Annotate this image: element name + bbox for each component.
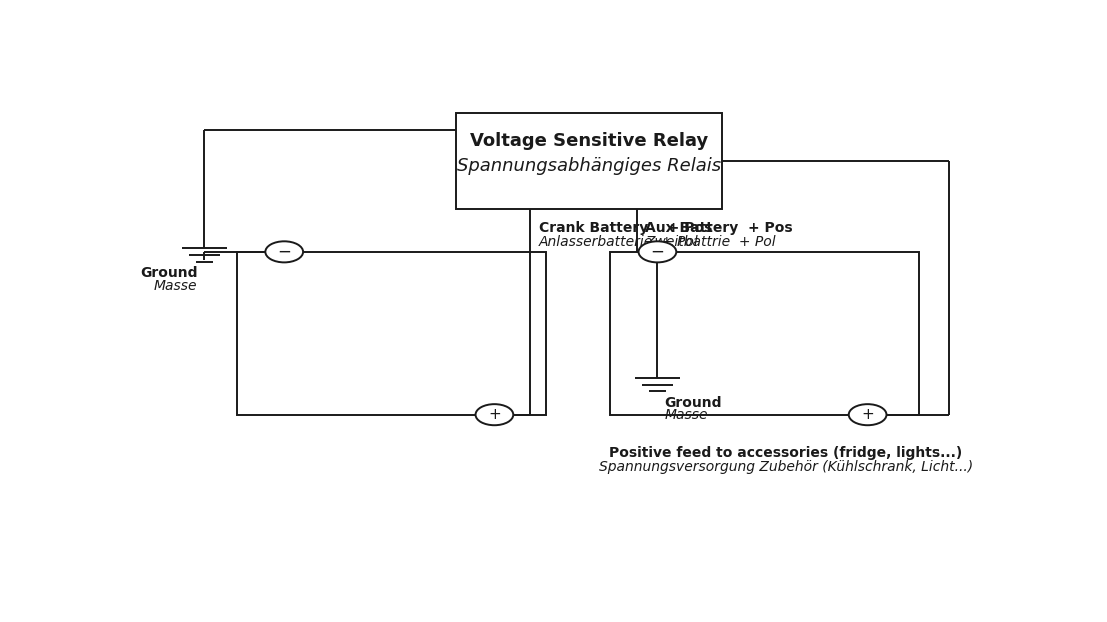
Text: Aux Battery  + Pos: Aux Battery + Pos [645,221,793,234]
Text: Spannungsversorgung Zubehör (Kühlschrank, Licht...): Spannungsversorgung Zubehör (Kühlschrank… [599,460,973,474]
Text: Positive feed to accessories (fridge, lights...): Positive feed to accessories (fridge, li… [610,446,963,460]
Text: Voltage Sensitive Relay: Voltage Sensitive Relay [469,132,707,150]
Text: Spannungsabhängiges Relais: Spannungsabhängiges Relais [457,157,721,175]
Text: −: − [277,243,291,261]
Circle shape [849,404,887,425]
Text: Masse: Masse [664,409,707,422]
Circle shape [476,404,514,425]
Text: Crank Battery    + Pos: Crank Battery + Pos [539,221,712,234]
Circle shape [266,241,303,262]
Bar [610,252,919,415]
Bar [456,113,722,209]
Text: Zweitbattrie  + Pol: Zweitbattrie + Pol [645,235,776,249]
Circle shape [639,241,676,262]
Text: +: + [861,407,875,422]
Text: Anlasserbatterie  + Pol: Anlasserbatterie + Pol [539,235,699,249]
Text: Ground: Ground [141,266,197,281]
Text: +: + [488,407,500,422]
Bar [237,252,546,415]
Text: Masse: Masse [154,279,197,293]
Text: −: − [651,243,664,261]
Text: Ground: Ground [664,396,722,409]
